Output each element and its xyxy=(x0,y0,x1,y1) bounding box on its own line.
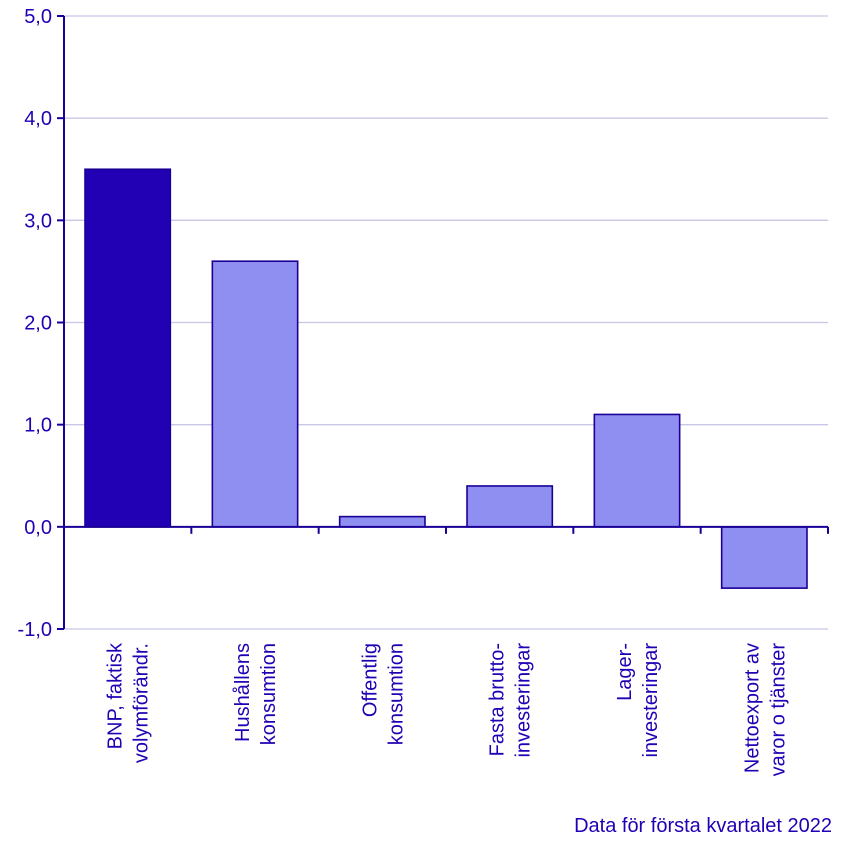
x-tick-label-line: konsumtion xyxy=(385,643,407,745)
bar xyxy=(338,515,426,528)
bar xyxy=(593,413,681,528)
x-tick-label-line: Lager- xyxy=(614,643,636,701)
y-tick-label: 0,0 xyxy=(24,517,52,539)
x-tick-label-line: Offentlig xyxy=(359,643,381,717)
bars xyxy=(84,168,808,589)
gridlines xyxy=(64,15,828,630)
x-tick-label-line: BNP, faktisk xyxy=(105,642,127,749)
x-tick-label-line: varor o tjänster xyxy=(767,643,789,777)
x-tick-label-line: Fasta brutto- xyxy=(487,643,509,756)
bar xyxy=(466,485,554,528)
bar xyxy=(84,168,172,528)
x-tick-label: Fasta brutto-investeringar xyxy=(487,643,535,758)
x-tick-label-line: volymförändr. xyxy=(131,643,153,763)
x-tick-label: Lager-investeringar xyxy=(614,643,662,758)
x-tick-labels: BNP, faktisk volymförändr. Hushållens konsu… xyxy=(105,526,829,777)
y-tick-label: 3,0 xyxy=(24,210,52,232)
y-tick-labels: -1,0 0,0 1,0 2,0 3,0 4,0 5,0 xyxy=(18,6,64,641)
x-tick-label: BNP, faktisk volymförändr. xyxy=(105,642,153,763)
x-tick-label: Hushållens konsumtion xyxy=(232,643,280,745)
x-tick-label-line: Hushållens xyxy=(232,643,254,742)
x-tick-label-line: Nettoexport av xyxy=(741,643,763,773)
x-tick-label-line: investeringar xyxy=(513,643,535,758)
bar xyxy=(211,260,299,528)
y-tick-label: 1,0 xyxy=(24,415,52,437)
x-tick-label: Nettoexport av varor o tjänster xyxy=(741,643,789,777)
y-tick-label: 5,0 xyxy=(24,6,52,28)
x-tick-label-line: investeringar xyxy=(640,643,662,758)
bar xyxy=(720,526,808,589)
y-tick-label: 4,0 xyxy=(24,108,52,130)
y-tick-label: 2,0 xyxy=(24,313,52,335)
x-tick-label: Offentlig konsumtion xyxy=(359,643,407,745)
chart-footnote: Data för första kvartalet 2022 xyxy=(574,815,832,837)
y-tick-label: -1,0 xyxy=(18,619,52,641)
x-tick-label-line: konsumtion xyxy=(258,643,280,745)
